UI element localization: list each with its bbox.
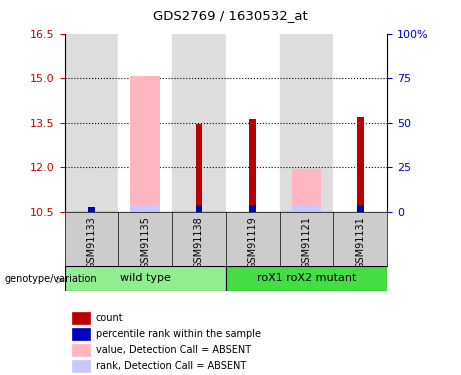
- Text: value, Detection Call = ABSENT: value, Detection Call = ABSENT: [95, 345, 251, 355]
- Bar: [172, 34, 226, 212]
- Bar: [292, 206, 321, 212]
- Text: count: count: [95, 313, 123, 322]
- Bar: [333, 34, 387, 212]
- Text: GDS2769 / 1630532_at: GDS2769 / 1630532_at: [153, 9, 308, 22]
- Bar: [249, 119, 256, 212]
- Bar: [72, 344, 90, 356]
- Bar: [88, 207, 95, 212]
- Bar: [65, 266, 226, 291]
- Text: rank, Detection Call = ABSENT: rank, Detection Call = ABSENT: [95, 361, 246, 371]
- Text: wild type: wild type: [120, 273, 171, 284]
- Bar: [65, 34, 118, 212]
- Bar: [357, 117, 364, 212]
- Text: percentile rank within the sample: percentile rank within the sample: [95, 329, 260, 339]
- Text: GSM91133: GSM91133: [86, 216, 96, 269]
- Bar: [226, 266, 387, 291]
- Bar: [195, 206, 202, 212]
- Text: GSM91131: GSM91131: [355, 216, 366, 269]
- Bar: [226, 34, 280, 212]
- Text: GSM91119: GSM91119: [248, 216, 258, 269]
- Text: GSM91138: GSM91138: [194, 216, 204, 269]
- Bar: [130, 205, 160, 212]
- Text: GSM91121: GSM91121: [301, 216, 312, 269]
- Bar: [72, 360, 90, 372]
- Bar: [195, 124, 202, 212]
- Bar: [72, 312, 90, 324]
- Text: genotype/variation: genotype/variation: [5, 274, 97, 284]
- Bar: [72, 328, 90, 340]
- Bar: [88, 210, 95, 212]
- Bar: [118, 34, 172, 212]
- Bar: [249, 205, 256, 212]
- Bar: [280, 34, 333, 212]
- Bar: [357, 206, 364, 212]
- Text: roX1 roX2 mutant: roX1 roX2 mutant: [257, 273, 356, 284]
- Bar: [130, 76, 160, 212]
- Bar: [292, 169, 321, 212]
- Text: GSM91135: GSM91135: [140, 216, 150, 269]
